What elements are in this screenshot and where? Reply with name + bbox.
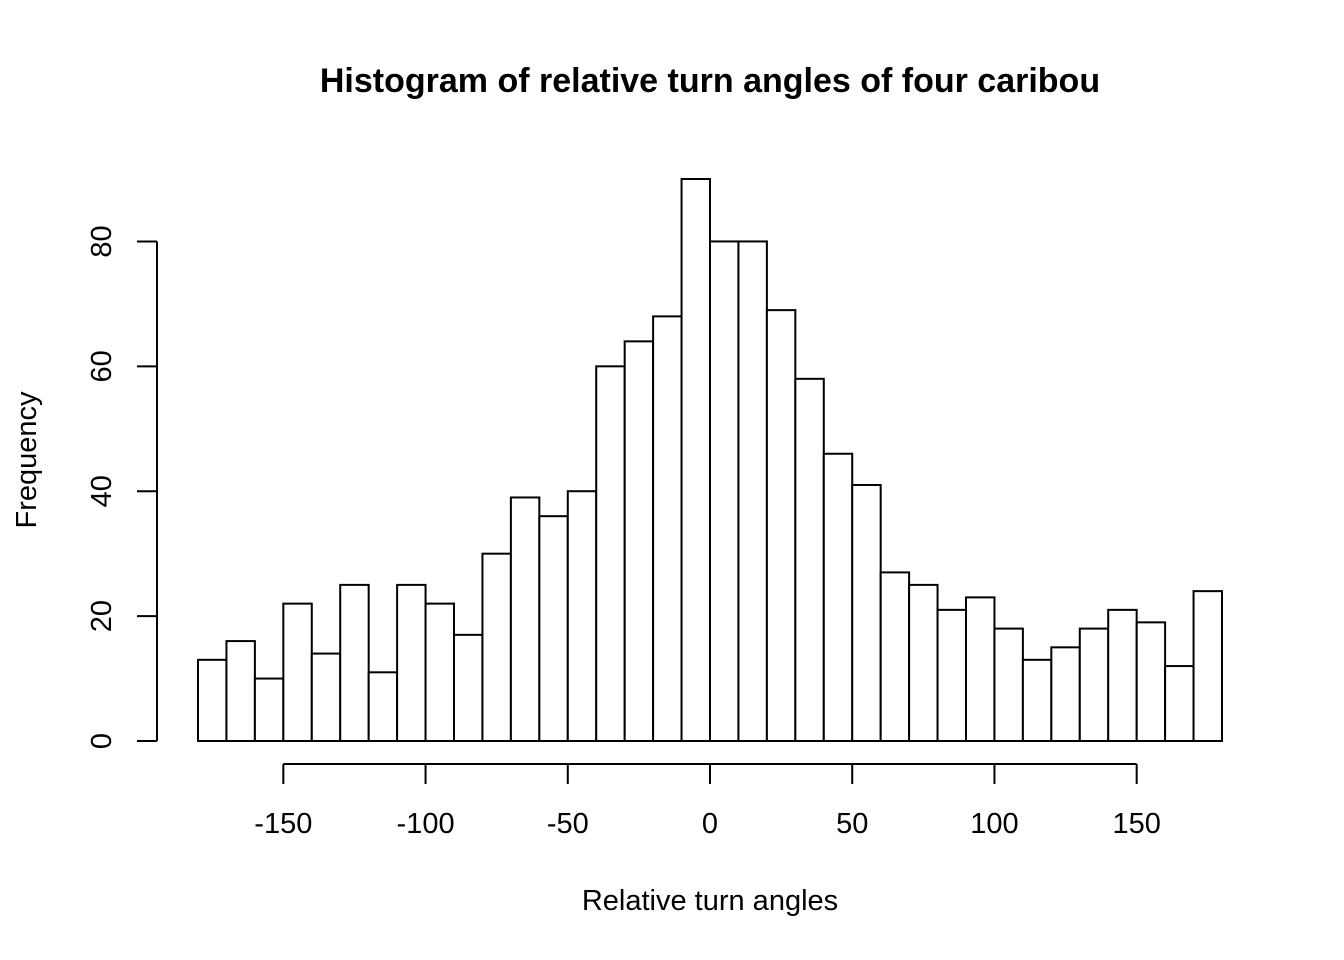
histogram-bar [595,365,626,742]
histogram-bar [623,340,655,742]
histogram-bar [709,240,740,742]
y-tick-label: 20 [86,600,118,632]
histogram-bar [879,571,911,743]
x-tick-label: -50 [547,808,589,840]
histogram-bar [794,377,825,742]
histogram-bar [424,602,455,742]
histogram-bar [936,608,967,742]
histogram-bar [908,583,939,743]
x-tick-label: -150 [254,808,312,840]
histogram-bar [396,583,427,743]
x-tick-label: 50 [836,808,868,840]
y-axis-label: Frequency [11,391,43,529]
y-tick-label: 0 [86,733,118,749]
histogram-bars [197,178,1223,743]
histogram-bar [481,552,512,743]
histogram-bar [1021,658,1053,742]
histogram-bar [680,178,711,742]
x-axis: -150 -100 -50 0 50 100 150 [254,763,1161,840]
chart-title: Histogram of relative turn angles of fou… [320,62,1100,100]
histogram-bar [1107,608,1138,742]
histogram-bar [253,677,285,742]
histogram-bar [652,315,683,742]
x-tick-label: 100 [970,808,1018,840]
histogram-bar [339,583,370,743]
histogram-bar [965,596,996,743]
histogram-bar [282,602,313,742]
x-axis-label: Relative turn angles [582,885,838,917]
histogram-bar [822,452,854,742]
histogram-bar [1135,621,1167,742]
histogram-bar [310,652,342,742]
histogram-bar [851,483,882,742]
y-axis: 0 20 40 60 80 [86,225,158,749]
y-tick-label: 40 [86,475,118,507]
x-tick-label: -100 [397,808,455,840]
x-tick-label: 150 [1112,808,1160,840]
histogram-bar [225,640,256,742]
x-tick-label: 0 [702,808,718,840]
y-tick-label: 80 [86,225,118,257]
histogram-bar [197,658,228,742]
histogram-bar [1050,646,1081,742]
histogram-bar [765,309,797,742]
histogram-bar [993,627,1024,742]
histogram-bar [1164,665,1195,742]
histogram-bar [509,496,541,743]
histogram-bar [737,240,768,742]
histogram-bar [538,515,569,743]
histogram-bar [1192,590,1223,743]
histogram-bar [367,671,399,742]
histogram-bar [1078,627,1110,742]
y-tick-label: 60 [86,350,118,382]
histogram-bar [566,490,598,742]
histogram-bar [453,633,484,742]
